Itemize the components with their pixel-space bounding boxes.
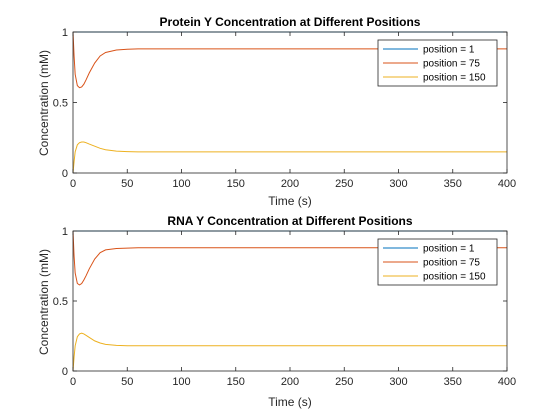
legend-entry-label: position = 1 — [423, 45, 475, 56]
x-tick-label: 100 — [172, 178, 190, 190]
x-tick-label: 50 — [121, 178, 133, 190]
y-tick-label: 0.5 — [53, 98, 68, 110]
y-tick-label: 1 — [62, 226, 68, 238]
x-tick-label: 50 — [121, 376, 133, 388]
chart-title: Protein Y Concentration at Different Pos… — [160, 15, 421, 29]
protein-subplot: Protein Y Concentration at Different Pos… — [37, 15, 516, 208]
series-line-3 — [72, 141, 507, 174]
x-tick-label: 400 — [498, 376, 516, 388]
x-tick-label: 150 — [227, 376, 245, 388]
series-line-2 — [72, 31, 507, 89]
x-tick-label: 350 — [444, 178, 462, 190]
y-tick-label: 0 — [62, 366, 68, 378]
x-tick-label: 0 — [70, 178, 76, 190]
x-axis-label: Time (s) — [268, 395, 312, 409]
legend-entry-label: position = 75 — [423, 59, 480, 70]
chart-title: RNA Y Concentration at Different Positio… — [167, 214, 412, 228]
legend-entry-label: position = 75 — [423, 258, 480, 269]
x-tick-label: 400 — [498, 178, 516, 190]
x-tick-label: 150 — [227, 178, 245, 190]
y-axis-label: Concentration (mM) — [37, 50, 51, 156]
legend: position = 1 position = 75 position = 150 — [377, 39, 498, 87]
x-tick-label: 200 — [281, 178, 299, 190]
x-axis-label: Time (s) — [268, 194, 312, 208]
x-tick-label: 100 — [172, 376, 190, 388]
legend: position = 1 position = 75 position = 150 — [377, 238, 498, 286]
x-tick-label: 250 — [335, 178, 353, 190]
x-tick-label: 0 — [70, 376, 76, 388]
legend-entry-label: position = 150 — [423, 272, 486, 283]
y-tick-label: 1 — [62, 27, 68, 39]
series-line-2 — [72, 230, 507, 286]
y-tick-label: 0.5 — [53, 296, 68, 308]
x-tick-label: 300 — [389, 376, 407, 388]
rna-subplot: RNA Y Concentration at Different Positio… — [37, 214, 516, 409]
y-axis-label: Concentration (mM) — [37, 249, 51, 355]
series-line-3 — [72, 332, 507, 372]
legend-entry-label: position = 1 — [423, 244, 475, 255]
x-tick-label: 300 — [389, 178, 407, 190]
x-tick-label: 350 — [444, 376, 462, 388]
y-tick-label: 0 — [62, 168, 68, 180]
x-tick-label: 200 — [281, 376, 299, 388]
legend-entry-label: position = 150 — [423, 73, 486, 84]
x-tick-label: 250 — [335, 376, 353, 388]
